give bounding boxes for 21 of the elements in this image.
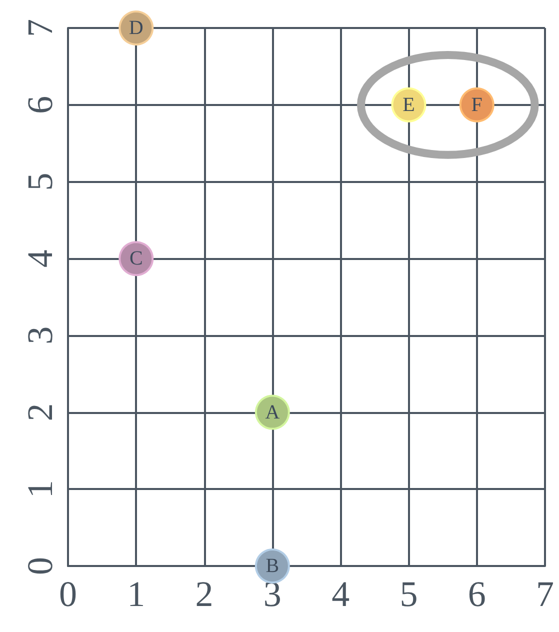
y-tick-label: 7 [20, 19, 60, 37]
series-label: D [128, 17, 144, 39]
y-tick-label: 6 [20, 96, 60, 114]
y-tick-label: 0 [20, 557, 60, 575]
series-label: B [266, 555, 280, 577]
y-tick-label: 3 [20, 326, 60, 344]
y-tick-label: 4 [20, 250, 60, 268]
y-tick-label: 2 [20, 403, 60, 422]
y-tick-label: 1 [20, 480, 60, 498]
x-tick-label: 3 [263, 574, 282, 614]
series-label: C [129, 248, 143, 270]
x-tick-label: 4 [332, 574, 350, 614]
x-tick-label: 5 [400, 574, 418, 614]
x-tick-label: 1 [127, 574, 146, 614]
y-tick-label: 5 [20, 172, 60, 191]
series-label: A [265, 401, 280, 424]
series-label: E [402, 94, 415, 116]
series-label: F [471, 94, 482, 116]
x-tick-label: 7 [536, 574, 554, 614]
x-tick-label: 6 [468, 574, 486, 614]
x-tick-label: 2 [195, 574, 214, 614]
